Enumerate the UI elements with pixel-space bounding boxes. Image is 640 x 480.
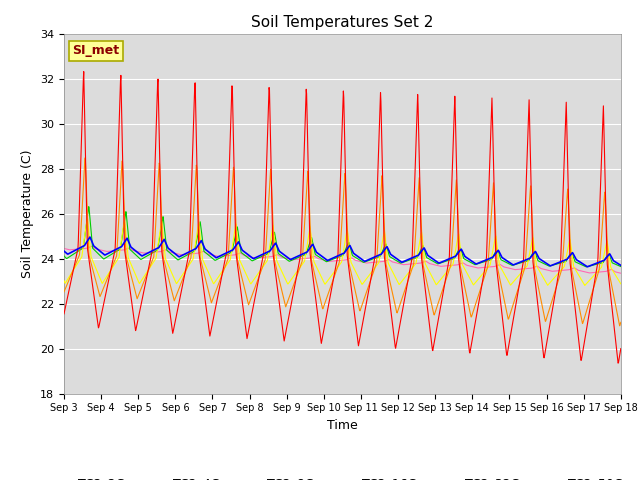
TC2_16Cm xyxy=(551,262,559,267)
Title: Soil Temperatures Set 2: Soil Temperatures Set 2 xyxy=(252,15,433,30)
TC2_2Cm xyxy=(80,69,88,74)
Line: TC2_2Cm: TC2_2Cm xyxy=(64,72,621,363)
TC2_4Cm xyxy=(617,320,625,325)
TC2_50Cm xyxy=(246,254,254,260)
TC2_16Cm xyxy=(60,253,68,259)
TC2_8Cm xyxy=(429,276,437,282)
Line: TC2_50Cm: TC2_50Cm xyxy=(64,246,621,273)
Text: SI_met: SI_met xyxy=(72,44,120,58)
TC2_8Cm xyxy=(581,283,589,288)
TC2_4Cm xyxy=(81,155,89,160)
Line: TC2_16Cm: TC2_16Cm xyxy=(64,207,621,267)
TC2_2Cm xyxy=(171,321,179,327)
TC2_32Cm xyxy=(246,253,254,259)
TC2_8Cm xyxy=(502,274,509,280)
TC2_32Cm xyxy=(502,257,509,263)
TC2_4Cm xyxy=(551,288,559,294)
TC2_2Cm xyxy=(502,345,509,351)
TC2_32Cm xyxy=(60,248,68,254)
TC2_4Cm xyxy=(246,297,254,302)
TC2_50Cm xyxy=(502,264,509,270)
Legend: TC2_2Cm, TC2_4Cm, TC2_8Cm, TC2_16Cm, TC2_32Cm, TC2_50Cm: TC2_2Cm, TC2_4Cm, TC2_8Cm, TC2_16Cm, TC2… xyxy=(45,472,639,480)
TC2_8Cm xyxy=(83,215,91,221)
Y-axis label: Soil Temperature (C): Soil Temperature (C) xyxy=(22,149,35,278)
TC2_4Cm xyxy=(616,323,623,329)
TC2_8Cm xyxy=(617,281,625,287)
TC2_2Cm xyxy=(614,360,622,366)
TC2_16Cm xyxy=(582,264,590,270)
TC2_4Cm xyxy=(60,289,68,295)
TC2_2Cm xyxy=(60,311,68,317)
TC2_50Cm xyxy=(617,270,625,276)
TC2_16Cm xyxy=(617,264,625,269)
TC2_16Cm xyxy=(246,257,254,263)
TC2_2Cm xyxy=(617,346,625,351)
TC2_50Cm xyxy=(171,251,179,256)
TC2_2Cm xyxy=(246,318,254,324)
TC2_50Cm xyxy=(88,243,96,249)
TC2_32Cm xyxy=(617,263,625,268)
TC2_4Cm xyxy=(429,308,437,314)
TC2_2Cm xyxy=(551,292,559,298)
TC2_32Cm xyxy=(429,256,437,262)
TC2_32Cm xyxy=(584,264,591,270)
TC2_8Cm xyxy=(171,277,179,283)
TC2_32Cm xyxy=(171,251,179,256)
TC2_2Cm xyxy=(429,346,437,351)
Line: TC2_8Cm: TC2_8Cm xyxy=(64,218,621,286)
TC2_16Cm xyxy=(184,252,192,257)
X-axis label: Time: Time xyxy=(327,419,358,432)
TC2_4Cm xyxy=(502,305,509,311)
TC2_50Cm xyxy=(184,251,192,257)
Line: TC2_4Cm: TC2_4Cm xyxy=(64,157,621,326)
TC2_8Cm xyxy=(551,274,559,280)
TC2_16Cm xyxy=(429,258,437,264)
TC2_50Cm xyxy=(60,246,68,252)
TC2_2Cm xyxy=(184,254,192,260)
TC2_8Cm xyxy=(246,281,254,287)
TC2_32Cm xyxy=(551,261,559,267)
TC2_4Cm xyxy=(171,297,179,303)
TC2_4Cm xyxy=(184,262,192,268)
TC2_8Cm xyxy=(60,278,68,284)
TC2_50Cm xyxy=(429,262,437,267)
Line: TC2_32Cm: TC2_32Cm xyxy=(64,237,621,267)
TC2_32Cm xyxy=(86,234,94,240)
TC2_50Cm xyxy=(551,268,559,274)
TC2_16Cm xyxy=(85,204,93,210)
TC2_32Cm xyxy=(184,250,192,255)
TC2_16Cm xyxy=(171,254,179,260)
TC2_8Cm xyxy=(184,264,192,269)
TC2_16Cm xyxy=(502,259,509,265)
